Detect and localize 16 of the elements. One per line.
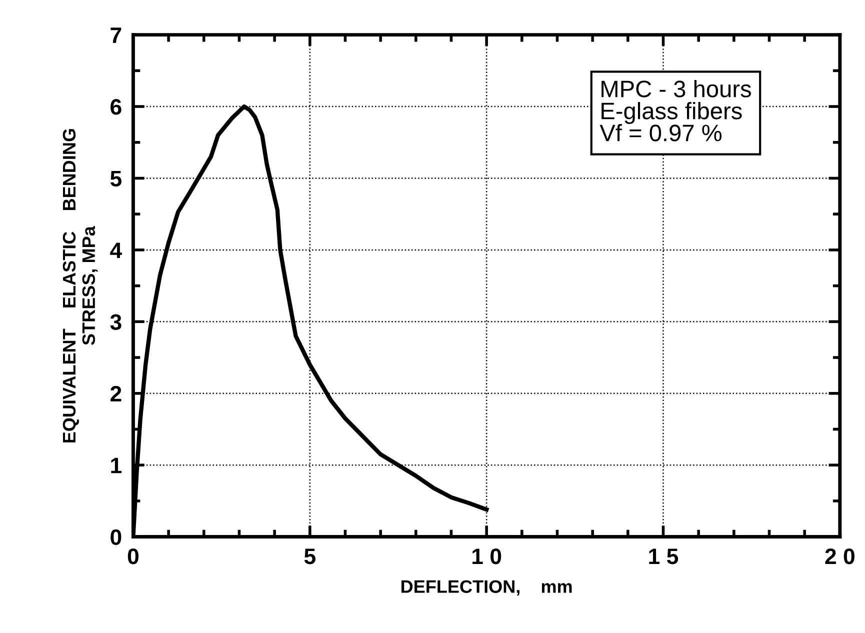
x-tick-label: 1 5 bbox=[649, 548, 678, 564]
y-tick-label: 4 bbox=[110, 242, 122, 258]
x-tick-label: 0 bbox=[128, 548, 138, 564]
x-tick-label: 2 0 bbox=[825, 548, 854, 564]
y-tick-label: 3 bbox=[110, 314, 122, 330]
x-axis-title: DEFLECTION, mm bbox=[402, 580, 572, 596]
y-tick-label: 5 bbox=[110, 171, 122, 187]
y-axis-title: EQUIVALENT ELASTIC BENDING STRESS, MPa bbox=[62, 129, 98, 442]
annotation: MPC - 3 hours E-glass fibers Vf = 0.97 % bbox=[600, 80, 751, 142]
x-tick-label: 5 bbox=[304, 548, 316, 564]
y-tick-label: 1 bbox=[111, 458, 122, 474]
y-tick-label: 2 bbox=[110, 386, 122, 402]
y-tick-label: 0 bbox=[110, 529, 122, 546]
y-tick-label: 6 bbox=[110, 99, 122, 115]
x-tick-label: 1 0 bbox=[472, 548, 502, 564]
y-tick-label: 7 bbox=[110, 28, 122, 43]
